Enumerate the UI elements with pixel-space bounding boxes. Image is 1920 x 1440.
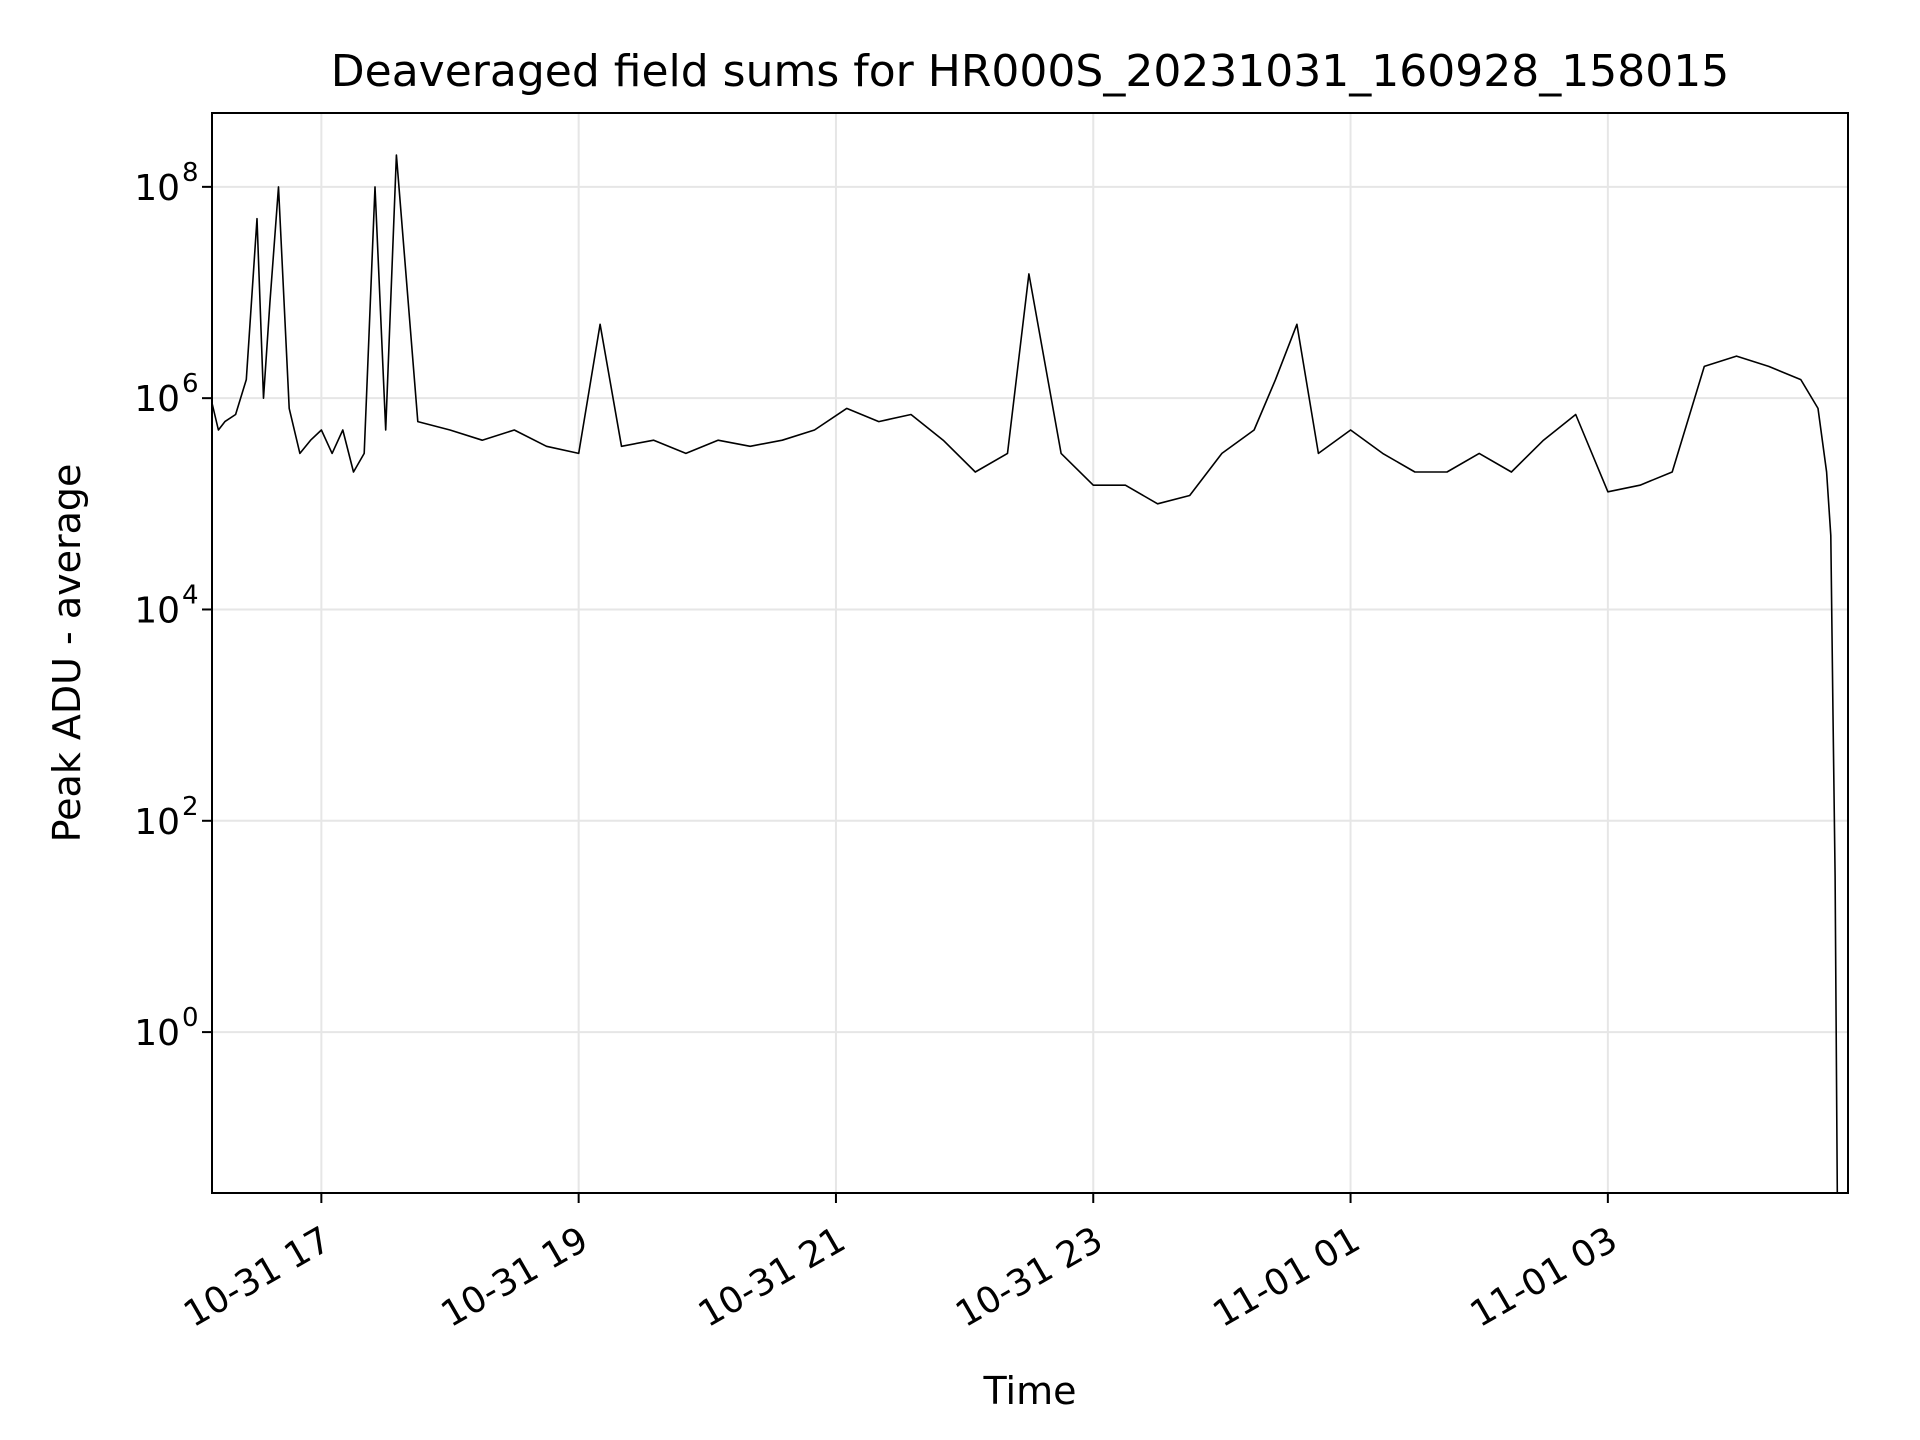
- plot-frame: [211, 112, 1849, 1194]
- y-tick-label: 10: [134, 1013, 180, 1054]
- chart-title: Deaveraged field sums for HR000S_2023103…: [331, 46, 1729, 97]
- x-tick-label: 11-01 03: [1464, 1219, 1625, 1335]
- y-tick-exponent: 0: [182, 1003, 199, 1033]
- x-tick-label: 10-31 19: [434, 1219, 595, 1335]
- y-tick-exponent: 6: [182, 369, 199, 399]
- x-axis-label: Time: [983, 1369, 1077, 1413]
- y-tick-exponent: 8: [182, 158, 199, 188]
- series-line: [211, 154, 1839, 1194]
- y-tick-exponent: 4: [182, 580, 199, 610]
- x-tick-label: 10-31 21: [692, 1219, 853, 1335]
- y-tick-label: 10: [134, 590, 180, 631]
- data-line: [211, 154, 1839, 1194]
- grid-lines: [212, 113, 1848, 1193]
- x-tick-label: 10-31 17: [177, 1219, 338, 1335]
- y-axis-label: Peak ADU - average: [45, 464, 89, 843]
- x-tick-label: 11-01 01: [1206, 1219, 1367, 1335]
- y-tick-label: 10: [134, 379, 180, 420]
- y-tick-label: 10: [134, 168, 180, 209]
- x-axis-ticks: 10-31 17 10-31 19 10-31 21 10-31 23 11-01 01…: [177, 1193, 1624, 1336]
- x-tick-label: 10-31 23: [949, 1219, 1110, 1335]
- y-tick-exponent: 2: [182, 792, 199, 822]
- y-tick-label: 10: [134, 802, 180, 843]
